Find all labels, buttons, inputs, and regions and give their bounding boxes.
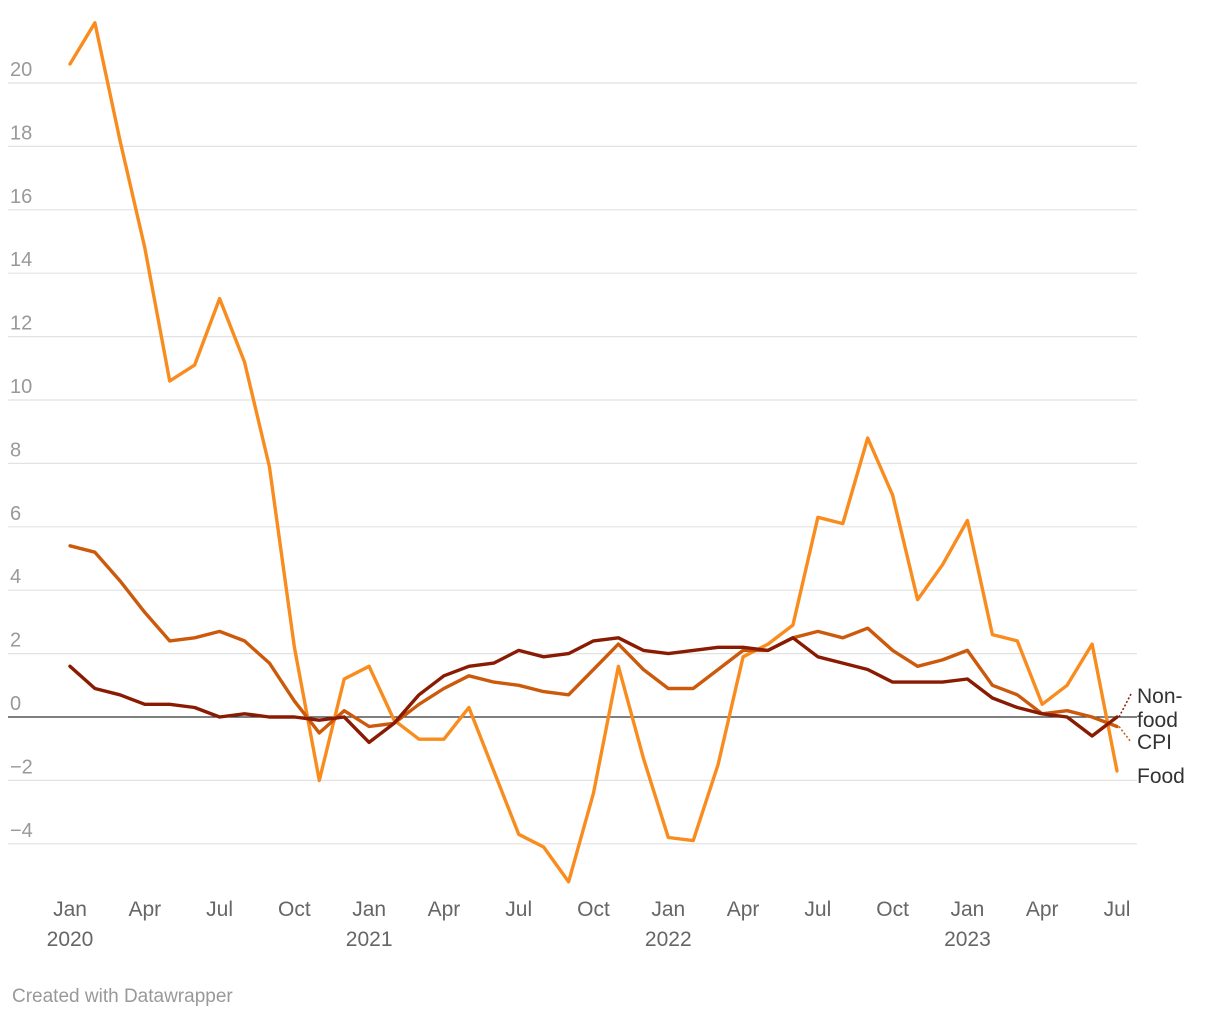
- label-connector-non-food: [1118, 693, 1132, 718]
- y-tick-label: 6: [10, 503, 21, 525]
- x-tick-label: Apr: [128, 898, 161, 921]
- y-tick-label: 12: [10, 313, 32, 335]
- x-tick-year-label: 2022: [645, 928, 692, 951]
- series-lines: [68, 21, 1119, 884]
- y-tick-label: −4: [10, 820, 33, 842]
- x-tick-label: Jul: [206, 898, 233, 921]
- series-line-non-food: [68, 636, 1119, 745]
- series-end-label-food: Food: [1137, 765, 1185, 788]
- y-tick-label: 10: [10, 376, 32, 398]
- y-tick-label: 8: [10, 439, 21, 461]
- x-tick-label: Jan: [651, 898, 685, 921]
- x-tick-year-label: 2023: [944, 928, 991, 951]
- x-axis-ticks: Jan 2020 Apr Jul Oct Jan 2021 Apr Jul Oct Jan 2022 A…: [47, 898, 1131, 951]
- series-line-food: [68, 21, 1119, 884]
- x-tick-label: Jul: [1104, 898, 1131, 921]
- x-tick-label: Apr: [727, 898, 760, 921]
- y-tick-label: −2: [10, 756, 33, 778]
- x-tick-label: Apr: [428, 898, 461, 921]
- x-tick-label: Jan: [53, 898, 87, 921]
- x-tick-label: Jan: [950, 898, 984, 921]
- y-tick-label: 14: [10, 249, 32, 271]
- x-tick-label: Oct: [577, 898, 610, 921]
- x-tick-label: Jul: [505, 898, 532, 921]
- y-tick-label: 20: [10, 59, 32, 81]
- gridlines: [8, 82, 1137, 845]
- series-end-label-non-food: food: [1137, 709, 1178, 732]
- y-tick-label: 16: [10, 186, 32, 208]
- series-line-cpi: [68, 544, 1119, 735]
- credit-text: Created with Datawrapper: [12, 986, 233, 1007]
- label-connector-cpi: [1118, 726, 1132, 743]
- y-tick-label: 0: [10, 693, 21, 715]
- y-tick-label: 18: [10, 122, 32, 144]
- x-tick-year-label: 2021: [346, 928, 393, 951]
- series-end-label-non-food: Non-: [1137, 685, 1183, 708]
- x-tick-year-label: 2020: [47, 928, 94, 951]
- x-tick-label: Oct: [876, 898, 909, 921]
- y-axis-ticks: −4 −2 0 2 4 6 8 10 12 14 16 18 20: [10, 59, 33, 842]
- y-tick-label: 4: [10, 566, 21, 588]
- x-tick-label: Jan: [352, 898, 386, 921]
- x-tick-label: Oct: [278, 898, 311, 921]
- x-tick-label: Apr: [1026, 898, 1059, 921]
- x-tick-label: Jul: [804, 898, 831, 921]
- y-tick-label: 2: [10, 630, 21, 652]
- series-end-label-cpi: CPI: [1137, 731, 1172, 754]
